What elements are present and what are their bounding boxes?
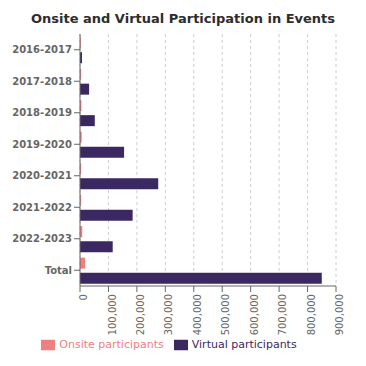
svg-text:300,000: 300,000 (163, 294, 174, 335)
svg-text:2018-2019: 2018-2019 (12, 107, 72, 118)
svg-text:2017-2018: 2017-2018 (12, 76, 72, 87)
svg-text:600,000: 600,000 (249, 294, 260, 335)
svg-text:200,000: 200,000 (135, 294, 146, 335)
svg-text:700,000: 700,000 (277, 294, 288, 335)
svg-text:2020-2021: 2020-2021 (12, 170, 72, 181)
svg-text:2021-2022: 2021-2022 (12, 202, 72, 213)
html-text:Onsite and Virtual Participati: Onsite and Virtual Participation in Even… (30, 11, 336, 26)
svg-text:2019-2020: 2019-2020 (12, 139, 72, 150)
svg-text:2022-2023: 2022-2023 (12, 233, 72, 244)
svg-text:400,000: 400,000 (192, 294, 203, 335)
svg-text:100,000: 100,000 (107, 294, 118, 335)
html-text:Virtual participants: Virtual participants (191, 338, 297, 351)
svg-text:Total: Total (45, 265, 72, 276)
svg-text:900,000: 900,000 (334, 294, 345, 335)
svg-text:0: 0 (78, 294, 89, 300)
svg-text:800,000: 800,000 (306, 294, 317, 335)
svg-text:2016-2017: 2016-2017 (12, 44, 72, 55)
html-text:Onsite participants: Onsite participants (59, 338, 164, 351)
svg-text:500,000: 500,000 (220, 294, 231, 335)
